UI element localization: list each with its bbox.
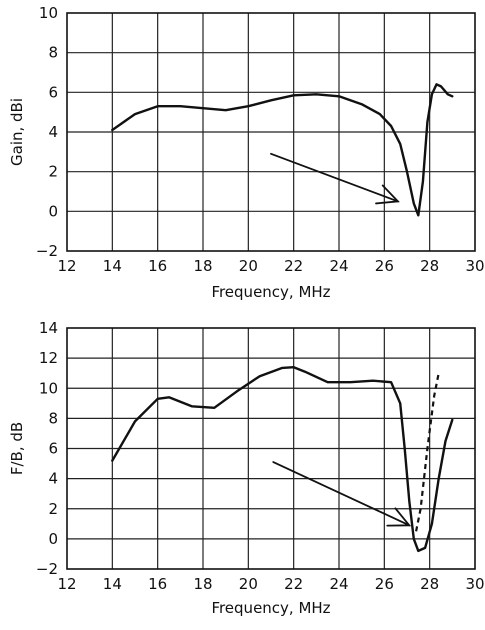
x-tick-label: 18 — [193, 257, 212, 275]
x-tick-label: 12 — [57, 575, 76, 593]
x-tick-label: 26 — [375, 575, 394, 593]
arrow-head — [375, 184, 400, 205]
y-tick-label: 8 — [48, 409, 58, 427]
solid-series-line — [111, 83, 454, 217]
dashed-series-line — [415, 372, 440, 532]
x-tick-label: 24 — [329, 575, 348, 593]
y-tick-label: −2 — [36, 560, 58, 578]
x-tick-label: 30 — [465, 575, 484, 593]
y-tick-label: 10 — [39, 379, 58, 397]
x-axis-label: Frequency, MHz — [211, 283, 330, 301]
plot-frame — [66, 327, 476, 570]
x-tick-label: 20 — [239, 575, 258, 593]
y-tick-label: 2 — [48, 500, 58, 518]
x-tick-label: 26 — [375, 257, 394, 275]
x-tick-label: 12 — [57, 257, 76, 275]
y-tick-label: 4 — [48, 123, 58, 141]
gain-chart: 12 14 16 18 20 22 24 26 28 301086420−2Frequency, … — [8, 4, 485, 301]
x-tick-label: 16 — [148, 257, 167, 275]
x-tick-label: 22 — [284, 257, 303, 275]
x-tick-label: 28 — [420, 575, 439, 593]
y-tick-label: 14 — [39, 319, 58, 337]
plot-frame — [66, 12, 476, 252]
front-to-back-chart: 12 14 16 18 20 22 24 26 28 3014121086420−2Frequen… — [8, 319, 485, 617]
x-axis-label: Frequency, MHz — [211, 599, 330, 617]
y-tick-label: 10 — [39, 4, 58, 22]
y-tick-label: 4 — [48, 470, 58, 488]
x-tick-label: 16 — [148, 575, 167, 593]
y-tick-label: 6 — [48, 83, 58, 101]
x-tick-label: 30 — [465, 257, 484, 275]
y-tick-label: 6 — [48, 440, 58, 458]
solid-series-line — [111, 366, 454, 553]
x-tick-label: 22 — [284, 575, 303, 593]
x-tick-label: 14 — [103, 575, 122, 593]
x-tick-label: 14 — [103, 257, 122, 275]
y-tick-label: 0 — [48, 530, 58, 548]
arrow-shaft — [272, 461, 411, 527]
arrow-head — [386, 507, 412, 527]
y-tick-label: −2 — [36, 242, 58, 260]
y-tick-label: 0 — [48, 202, 58, 220]
x-tick-label: 20 — [239, 257, 258, 275]
y-axis-label: F/B, dB — [8, 422, 26, 475]
x-tick-label: 28 — [420, 257, 439, 275]
y-tick-label: 2 — [48, 163, 58, 181]
x-tick-label: 18 — [193, 575, 212, 593]
arrow-shaft — [270, 152, 399, 203]
x-tick-label: 24 — [329, 257, 348, 275]
y-tick-label: 8 — [48, 44, 58, 62]
y-axis-label: Gain, dBi — [8, 98, 26, 166]
y-tick-label: 12 — [39, 349, 58, 367]
